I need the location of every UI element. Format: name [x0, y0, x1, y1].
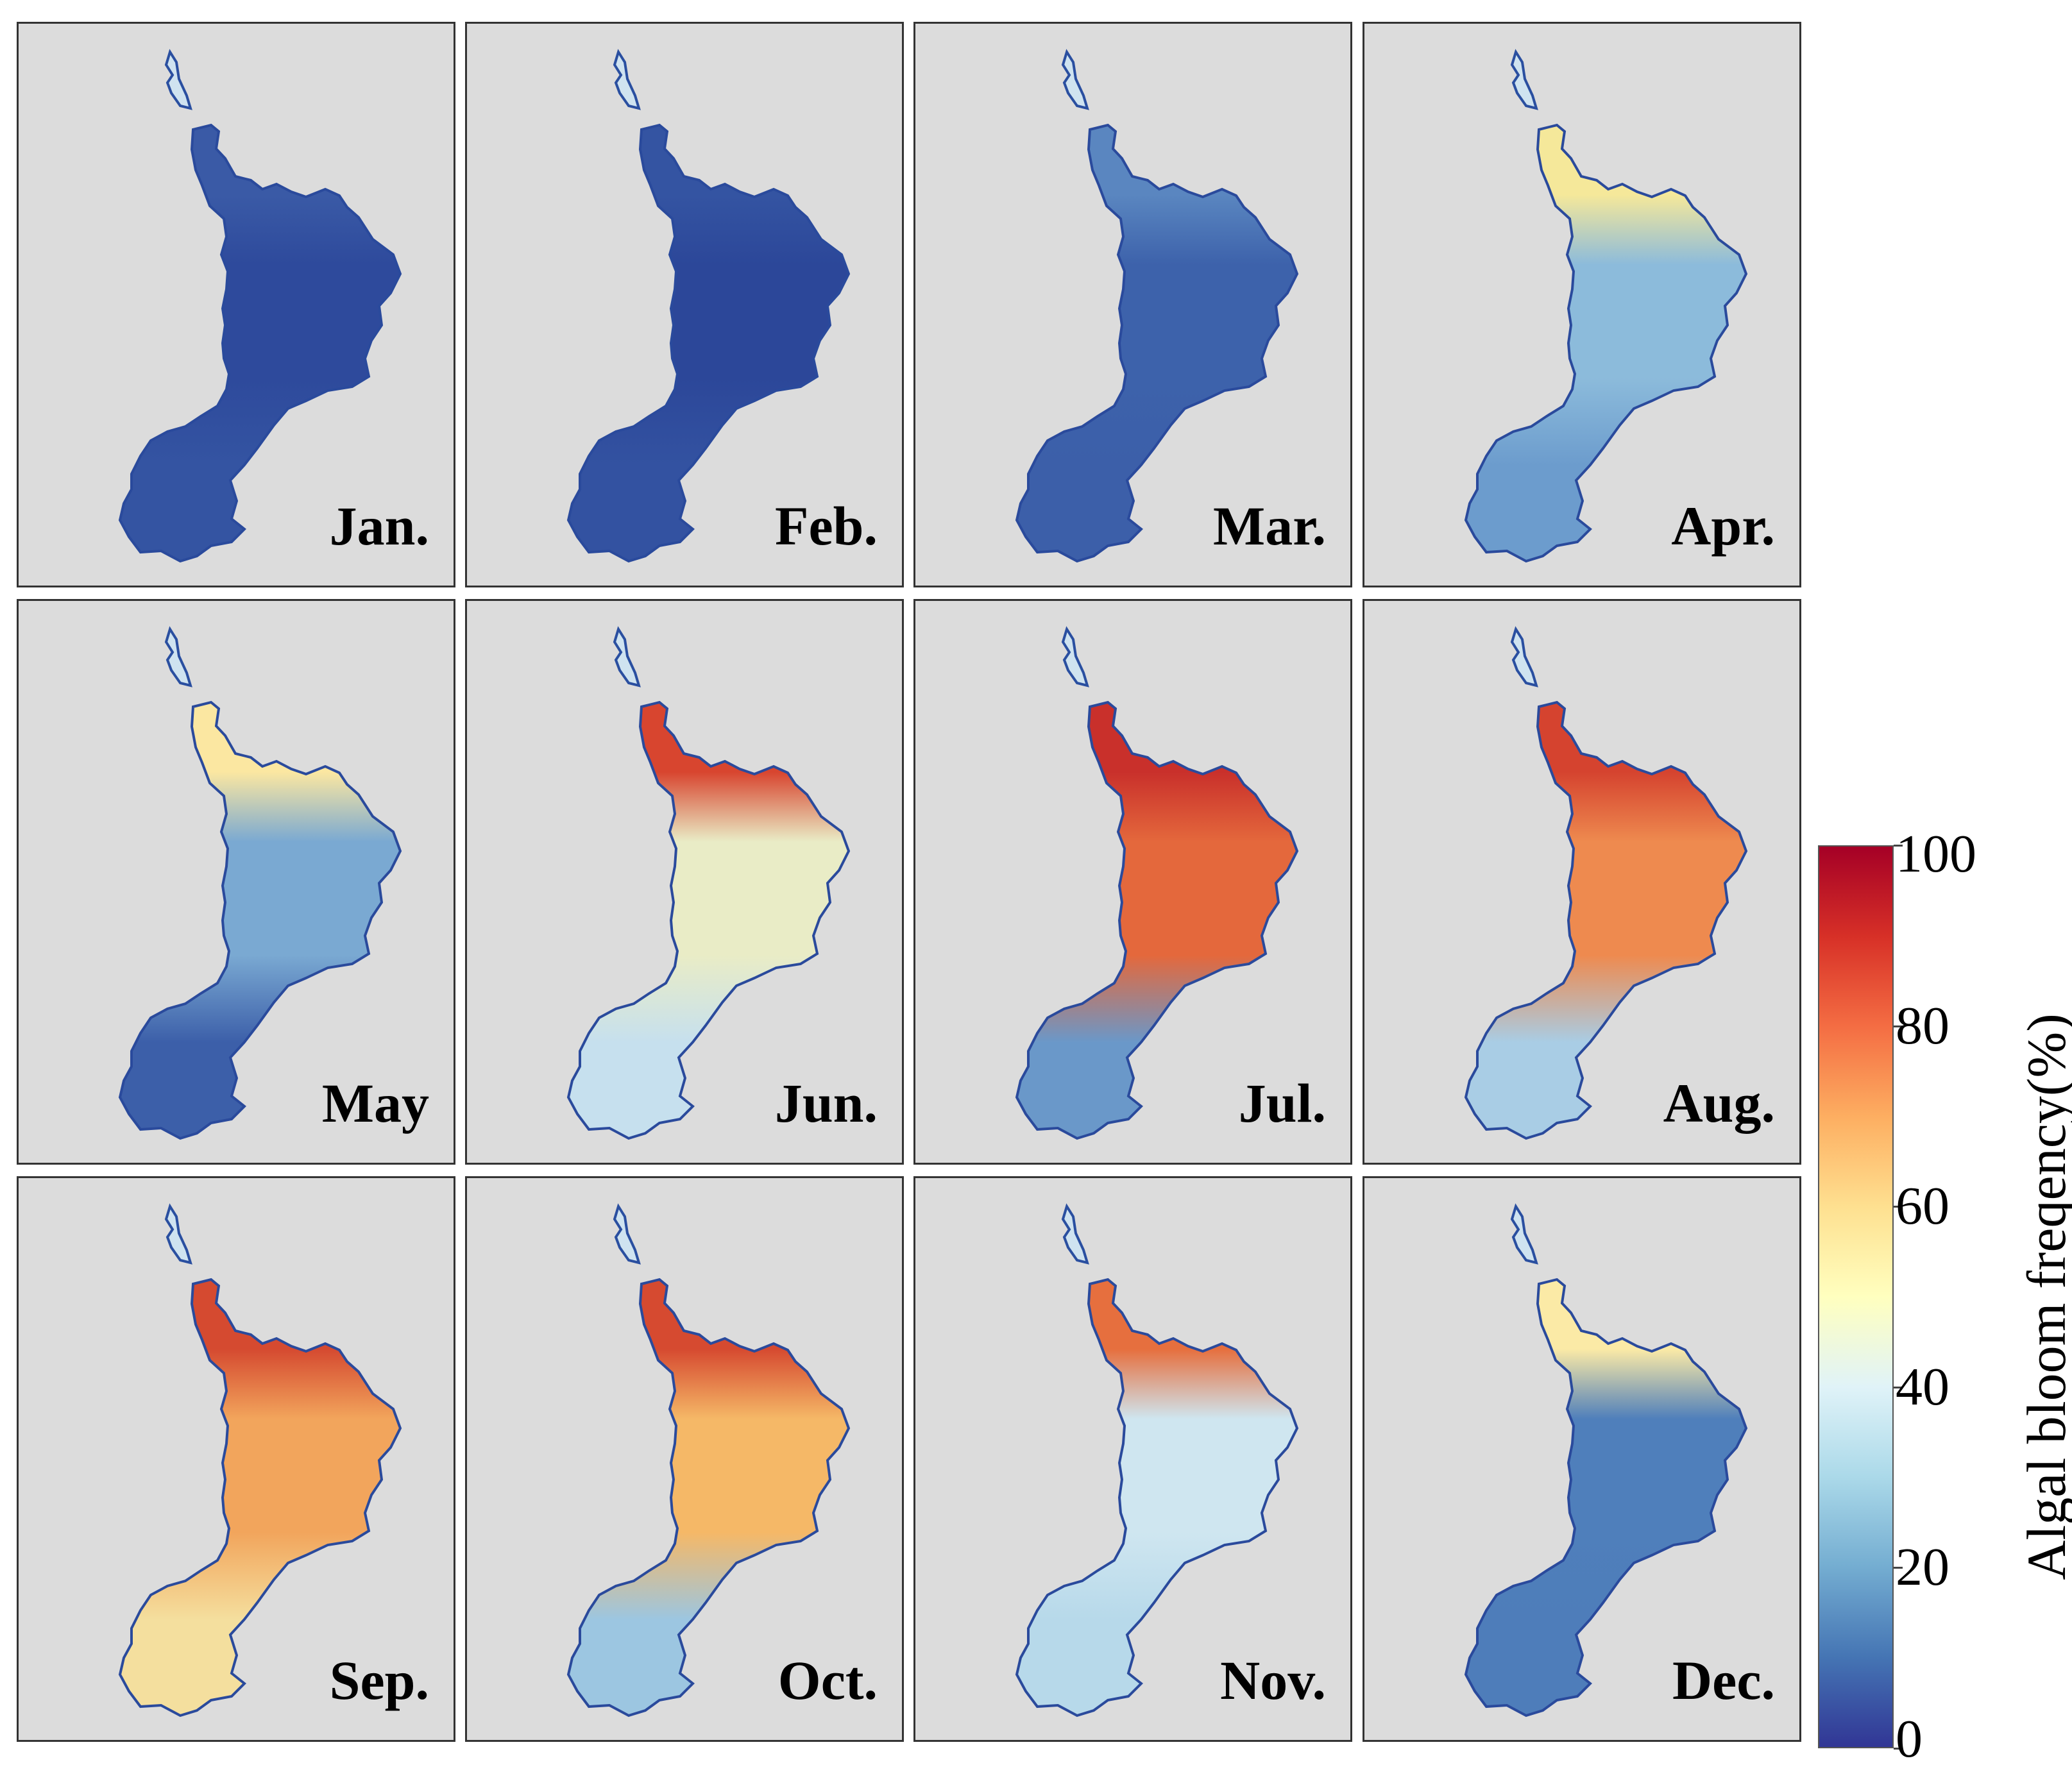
colorbar-tick-mark: [1894, 1386, 1903, 1388]
lake-map: [1015, 626, 1299, 1140]
lake-shape: [1015, 1278, 1299, 1717]
island-shape: [613, 626, 641, 688]
colorbar-tick-mark: [1894, 845, 1903, 847]
month-label: Apr.: [1671, 495, 1775, 557]
lake-map: [118, 626, 402, 1140]
island-shape: [1510, 626, 1538, 688]
lake-map: [1464, 49, 1748, 563]
colorbar-tick-label: 60: [1896, 1176, 1949, 1236]
colorbar-tick-mark: [1894, 1567, 1903, 1569]
month-label: Jun.: [774, 1072, 878, 1134]
map-panel-jul: Jul.: [913, 599, 1352, 1165]
month-label: Dec.: [1672, 1650, 1775, 1711]
lake-map: [1464, 1203, 1748, 1717]
lake-map: [566, 49, 851, 563]
map-panel-oct: Oct.: [465, 1176, 904, 1742]
lake-shape: [1464, 123, 1748, 563]
island-shape: [164, 626, 192, 688]
lake-shape: [118, 1278, 402, 1717]
lake-shape: [1464, 700, 1748, 1140]
colorbar-tick-label: 100: [1896, 824, 1976, 884]
lake-map: [118, 49, 402, 563]
map-panel-dec: Dec.: [1363, 1176, 1801, 1742]
month-label: May: [321, 1072, 429, 1134]
lake-shape: [118, 700, 402, 1140]
island-shape: [613, 1203, 641, 1265]
island-shape: [1061, 49, 1089, 110]
island-shape: [1510, 49, 1538, 110]
lake-shape: [566, 1278, 851, 1717]
colorbar-tick-label: 80: [1896, 995, 1949, 1056]
lake-shape: [566, 700, 851, 1140]
colorbar-tick-mark: [1894, 1025, 1903, 1027]
month-label: Oct.: [777, 1650, 878, 1711]
month-label: Feb.: [774, 495, 878, 557]
colorbar-title: Algal bloom freqency(%): [2016, 1013, 2072, 1580]
map-panel-may: May: [17, 599, 455, 1165]
map-panel-jun: Jun.: [465, 599, 904, 1165]
colorbar-tick-label: 20: [1896, 1537, 1949, 1598]
lake-shape: [1015, 123, 1299, 563]
colorbar-tick-mark: [1894, 1748, 1903, 1750]
map-panel-mar: Mar.: [913, 22, 1352, 587]
colorbar-tick-mark: [1894, 1206, 1903, 1208]
lake-shape: [1015, 700, 1299, 1140]
island-shape: [613, 49, 641, 110]
map-panel-nov: Nov.: [913, 1176, 1352, 1742]
lake-shape: [1464, 1278, 1748, 1717]
island-shape: [1061, 1203, 1089, 1265]
month-label: Mar.: [1213, 495, 1326, 557]
island-shape: [1510, 1203, 1538, 1265]
map-panel-sep: Sep.: [17, 1176, 455, 1742]
lake-map: [1015, 1203, 1299, 1717]
colorbar: [1818, 845, 1894, 1748]
map-panel-feb: Feb.: [465, 22, 904, 587]
lake-map: [566, 626, 851, 1140]
colorbar-tick-label: 0: [1896, 1709, 1923, 1769]
month-label: Nov.: [1220, 1650, 1326, 1711]
lake-map: [566, 1203, 851, 1717]
lake-map: [1464, 626, 1748, 1140]
lake-map: [1015, 49, 1299, 563]
lake-map: [118, 1203, 402, 1717]
map-panel-aug: Aug.: [1363, 599, 1801, 1165]
island-shape: [164, 49, 192, 110]
lake-shape: [118, 123, 402, 563]
lake-shape: [566, 123, 851, 563]
island-shape: [1061, 626, 1089, 688]
island-shape: [164, 1203, 192, 1265]
month-label: Jul.: [1238, 1072, 1326, 1134]
map-panel-apr: Apr.: [1363, 22, 1801, 587]
map-panel-jan: Jan.: [17, 22, 455, 587]
colorbar-tick-label: 40: [1896, 1356, 1949, 1417]
month-label: Jan.: [329, 495, 429, 557]
month-label: Aug.: [1663, 1072, 1775, 1134]
month-label: Sep.: [329, 1650, 429, 1711]
